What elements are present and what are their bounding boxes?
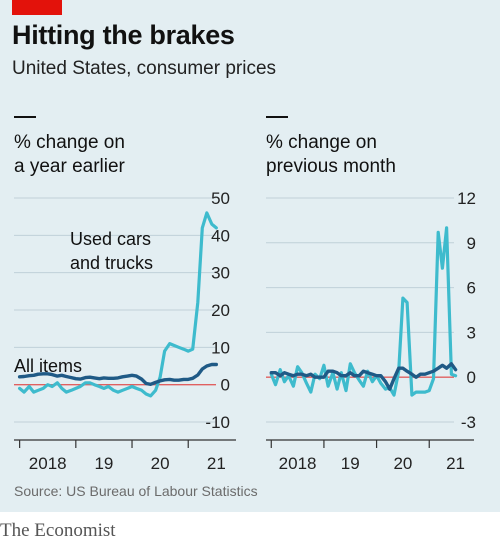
left-xtick-label: 19	[94, 454, 113, 473]
right-xtick-label: 19	[341, 454, 360, 473]
left-annotation-all-items: All items	[14, 356, 82, 376]
left-ytick-label: -10	[205, 413, 230, 432]
left-ytick-label: 0	[221, 376, 230, 395]
left-xtick-label: 21	[207, 454, 226, 473]
right-label-rule	[266, 116, 288, 118]
chart-panel	[0, 0, 500, 512]
left-ytick-label: 40	[211, 226, 230, 245]
right-ytick-label: 0	[467, 368, 476, 387]
left-series-used-cars	[18, 211, 218, 398]
source-note: Source: US Bureau of Labour Statistics	[14, 483, 258, 499]
right-chart-label: % change on previous month	[266, 131, 396, 179]
left-chart-label: % change on a year earlier	[14, 131, 125, 179]
left-label-line-1: % change on	[14, 132, 125, 153]
right-ytick-label: 3	[467, 323, 476, 342]
left-annotation-used-cars: Used cars	[70, 229, 151, 249]
left-ytick-label: 50	[211, 189, 230, 208]
right-xtick-label: 21	[446, 454, 465, 473]
left-label-line-2: a year earlier	[14, 156, 125, 177]
right-series-all-items	[269, 362, 458, 391]
brand-red-tag	[12, 0, 62, 15]
left-series-all-items	[17, 362, 219, 386]
left-xtick-label: 20	[151, 454, 170, 473]
left-annotation-used-cars: and trucks	[70, 253, 153, 273]
chart-title: Hitting the brakes	[12, 20, 235, 50]
left-xtick-label: 2018	[29, 454, 67, 473]
chart-subtitle: United States, consumer prices	[12, 58, 277, 79]
right-xtick-label: 2018	[279, 454, 317, 473]
left-ytick-label: 10	[211, 338, 230, 357]
right-ytick-label: 9	[467, 234, 476, 253]
right-label-line-1: % change on	[266, 132, 377, 153]
left-label-rule	[14, 116, 36, 118]
right-ytick-label: -3	[461, 413, 476, 432]
right-label-line-2: previous month	[266, 156, 396, 177]
right-ytick-label: 6	[467, 279, 476, 298]
right-ytick-label: 12	[457, 189, 476, 208]
economist-logo-text: The Economist	[0, 520, 116, 541]
left-ytick-label: 20	[211, 301, 230, 320]
right-xtick-label: 20	[393, 454, 412, 473]
left-ytick-label: 30	[211, 264, 230, 283]
